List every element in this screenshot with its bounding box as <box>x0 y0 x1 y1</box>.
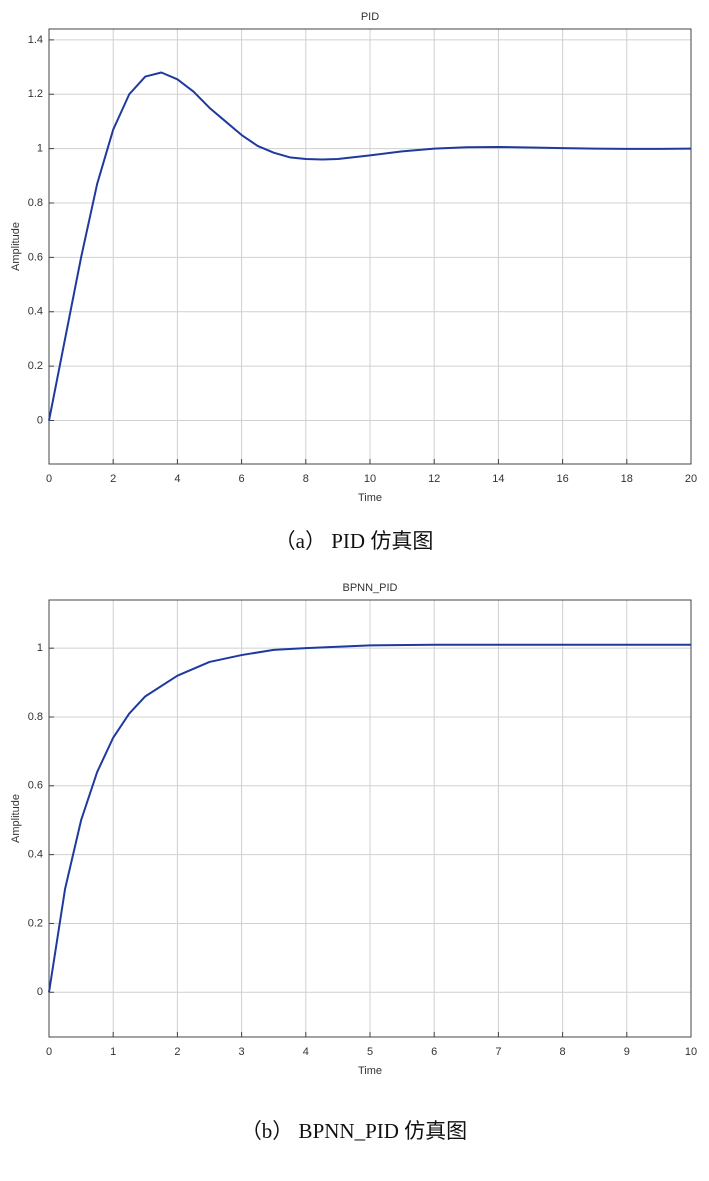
y-tick-label: 1.4 <box>28 34 43 46</box>
data-line <box>48 71 692 421</box>
y-tick-label: 1 <box>37 642 43 654</box>
caption: （b） BPNN_PID 仿真图 <box>241 1119 467 1143</box>
x-tick-label: 20 <box>685 473 697 485</box>
caption: （a） PID 仿真图 <box>275 529 434 553</box>
x-tick-label: 4 <box>174 473 180 485</box>
plot-frame <box>48 28 692 465</box>
y-tick-label: 0.6 <box>28 251 43 263</box>
y-tick-label: 0.8 <box>28 711 43 723</box>
chart-title: BPNN_PID <box>342 582 397 594</box>
x-tick-label: 4 <box>303 1046 309 1058</box>
chart-title: PID <box>361 11 379 23</box>
x-tick-label: 0 <box>46 473 52 485</box>
x-tick-label: 8 <box>560 1046 566 1058</box>
x-tick-label: 8 <box>303 473 309 485</box>
y-tick-label: 0.4 <box>28 849 43 861</box>
x-tick-label: 3 <box>239 1046 245 1058</box>
y-tick-label: 0.4 <box>28 306 43 318</box>
y-tick-label: 0.2 <box>28 360 43 372</box>
x-tick-label: 0 <box>46 1046 52 1058</box>
y-tick-label: 0.6 <box>28 780 43 792</box>
x-tick-label: 12 <box>428 473 440 485</box>
data-line <box>48 643 691 993</box>
x-tick-label: 9 <box>624 1046 630 1058</box>
x-tick-label: 6 <box>431 1046 437 1058</box>
y-axis-label: Amplitude <box>10 222 22 271</box>
y-tick-label: 0 <box>37 986 43 998</box>
y-tick-label: 0.8 <box>28 197 43 209</box>
x-tick-label: 10 <box>685 1046 697 1058</box>
y-tick-label: 0 <box>37 414 43 426</box>
x-tick-label: 14 <box>492 473 504 485</box>
plot-frame <box>48 599 692 1038</box>
y-axis-label: Amplitude <box>10 794 22 843</box>
x-axis-label: Time <box>358 1065 382 1077</box>
x-tick-label: 16 <box>556 473 568 485</box>
y-tick-label: 0.2 <box>28 917 43 929</box>
x-tick-label: 6 <box>239 473 245 485</box>
x-tick-label: 2 <box>110 473 116 485</box>
y-tick-label: 1.2 <box>28 88 43 100</box>
x-axis-label: Time <box>358 492 382 504</box>
x-tick-label: 5 <box>367 1046 373 1058</box>
y-tick-label: 1 <box>37 143 43 155</box>
x-tick-label: 1 <box>110 1046 116 1058</box>
x-tick-label: 18 <box>621 473 633 485</box>
x-tick-label: 2 <box>174 1046 180 1058</box>
x-tick-label: 10 <box>364 473 376 485</box>
x-tick-label: 7 <box>495 1046 501 1058</box>
